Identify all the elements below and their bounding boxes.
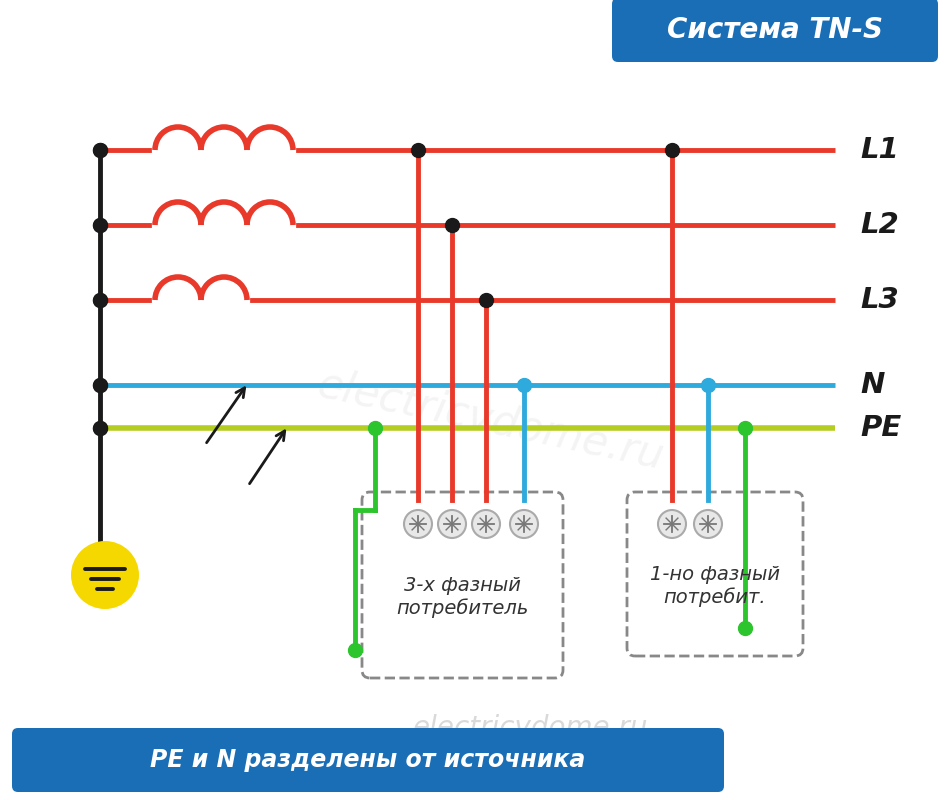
Circle shape (438, 510, 466, 538)
Circle shape (658, 510, 686, 538)
FancyBboxPatch shape (627, 492, 803, 656)
Text: PE: PE (860, 414, 902, 442)
Text: electricvdome.ru: electricvdome.ru (313, 362, 667, 478)
Text: L2: L2 (860, 211, 899, 239)
Text: N: N (860, 371, 884, 399)
Text: Система TN-S: Система TN-S (667, 16, 883, 44)
Circle shape (71, 541, 139, 609)
Circle shape (404, 510, 432, 538)
FancyBboxPatch shape (362, 492, 563, 678)
Text: PE и N разделены от источника: PE и N разделены от источника (150, 748, 586, 772)
Text: L3: L3 (860, 286, 899, 314)
Circle shape (694, 510, 722, 538)
FancyBboxPatch shape (612, 0, 938, 62)
Text: 1-но фазный
потребит.: 1-но фазный потребит. (650, 565, 780, 607)
FancyBboxPatch shape (12, 728, 724, 792)
Text: 3-х фазный
потребитель: 3-х фазный потребитель (396, 576, 529, 618)
Text: electricvdome.ru: electricvdome.ru (412, 714, 648, 742)
Circle shape (472, 510, 500, 538)
Circle shape (510, 510, 538, 538)
Text: L1: L1 (860, 136, 899, 164)
